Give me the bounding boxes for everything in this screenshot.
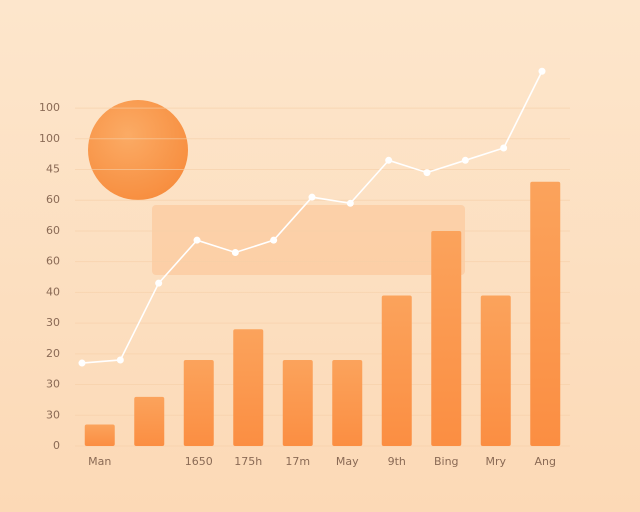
- y-tick-label: 60: [46, 224, 60, 237]
- line-point: [346, 199, 354, 207]
- y-tick-label: 30: [46, 408, 60, 421]
- x-tick-label: 1650: [185, 455, 213, 468]
- decor-circle: [88, 100, 188, 200]
- y-tick-label: 100: [39, 101, 60, 114]
- line-point: [78, 359, 86, 367]
- bar: [183, 359, 214, 446]
- y-tick-label: 20: [46, 347, 60, 360]
- x-tick-label: Mry: [485, 455, 506, 468]
- line-point: [500, 144, 508, 152]
- line-point: [385, 156, 393, 164]
- y-tick-label: 0: [53, 439, 60, 452]
- line-point: [155, 279, 163, 287]
- y-tick-label: 45: [46, 163, 60, 176]
- y-tick-label: 100: [39, 132, 60, 145]
- x-tick-label: 175h: [234, 455, 262, 468]
- x-tick-label: Ang: [535, 455, 556, 468]
- x-tick-label: Bing: [434, 455, 459, 468]
- line-point: [193, 236, 201, 244]
- bar: [134, 396, 165, 446]
- line-point: [116, 356, 124, 364]
- line-point: [308, 193, 316, 201]
- y-tick-label: 30: [46, 378, 60, 391]
- line-point: [423, 169, 431, 177]
- x-tick-label: 17m: [285, 455, 310, 468]
- bar: [233, 329, 264, 446]
- bar: [480, 295, 511, 446]
- bar: [381, 295, 412, 446]
- bar: [84, 424, 115, 446]
- bar: [530, 181, 561, 447]
- y-tick-label: 60: [46, 255, 60, 268]
- line-point: [231, 248, 239, 256]
- decor-panel: [152, 205, 465, 275]
- x-tick-label: 9th: [388, 455, 406, 468]
- line-point: [270, 236, 278, 244]
- line-point: [461, 156, 469, 164]
- line-point: [538, 67, 546, 75]
- y-tick-label: 40: [46, 285, 60, 298]
- bar: [431, 230, 462, 446]
- bar: [332, 359, 363, 446]
- y-tick-label: 60: [46, 193, 60, 206]
- x-tick-label: May: [336, 455, 359, 468]
- y-tick-label: 30: [46, 316, 60, 329]
- bar: [282, 359, 313, 446]
- x-tick-label: Man: [88, 455, 111, 468]
